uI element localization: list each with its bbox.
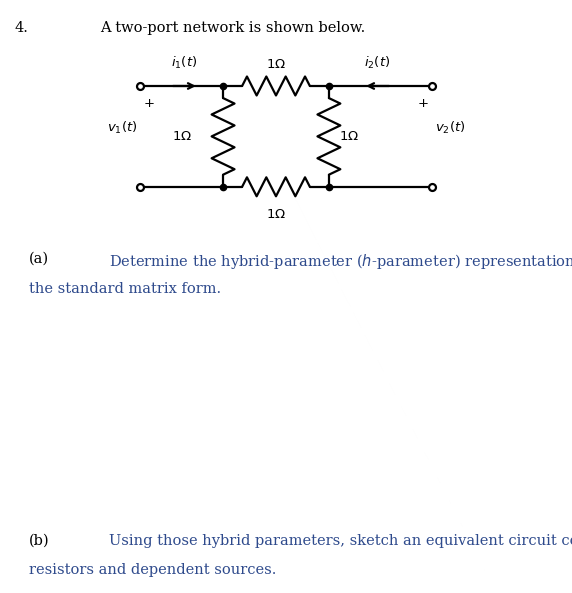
Text: the standard matrix form.: the standard matrix form. — [29, 282, 221, 296]
Text: A two-port network is shown below.: A two-port network is shown below. — [100, 21, 366, 35]
Text: Determine the hybrid-parameter ($h$-parameter) representation and express it in: Determine the hybrid-parameter ($h$-para… — [109, 252, 572, 271]
Text: $1\Omega$: $1\Omega$ — [266, 58, 286, 71]
Text: Using those hybrid parameters, sketch an equivalent circuit consisting of: Using those hybrid parameters, sketch an… — [109, 534, 572, 548]
Text: $v_2(t)$: $v_2(t)$ — [435, 119, 465, 136]
Text: (a): (a) — [29, 252, 49, 266]
Text: +: + — [418, 97, 429, 110]
Text: (b): (b) — [29, 534, 49, 548]
Text: $1\Omega$: $1\Omega$ — [172, 130, 192, 143]
Text: $1\Omega$: $1\Omega$ — [339, 130, 359, 143]
Text: resistors and dependent sources.: resistors and dependent sources. — [29, 563, 276, 578]
Text: $i_1(t)$: $i_1(t)$ — [172, 55, 197, 71]
Text: $v_1(t)$: $v_1(t)$ — [107, 119, 137, 136]
Text: 4.: 4. — [14, 21, 28, 35]
Text: $1\Omega$: $1\Omega$ — [266, 208, 286, 221]
Text: $i_2(t)$: $i_2(t)$ — [364, 55, 391, 71]
Text: +: + — [143, 97, 154, 110]
